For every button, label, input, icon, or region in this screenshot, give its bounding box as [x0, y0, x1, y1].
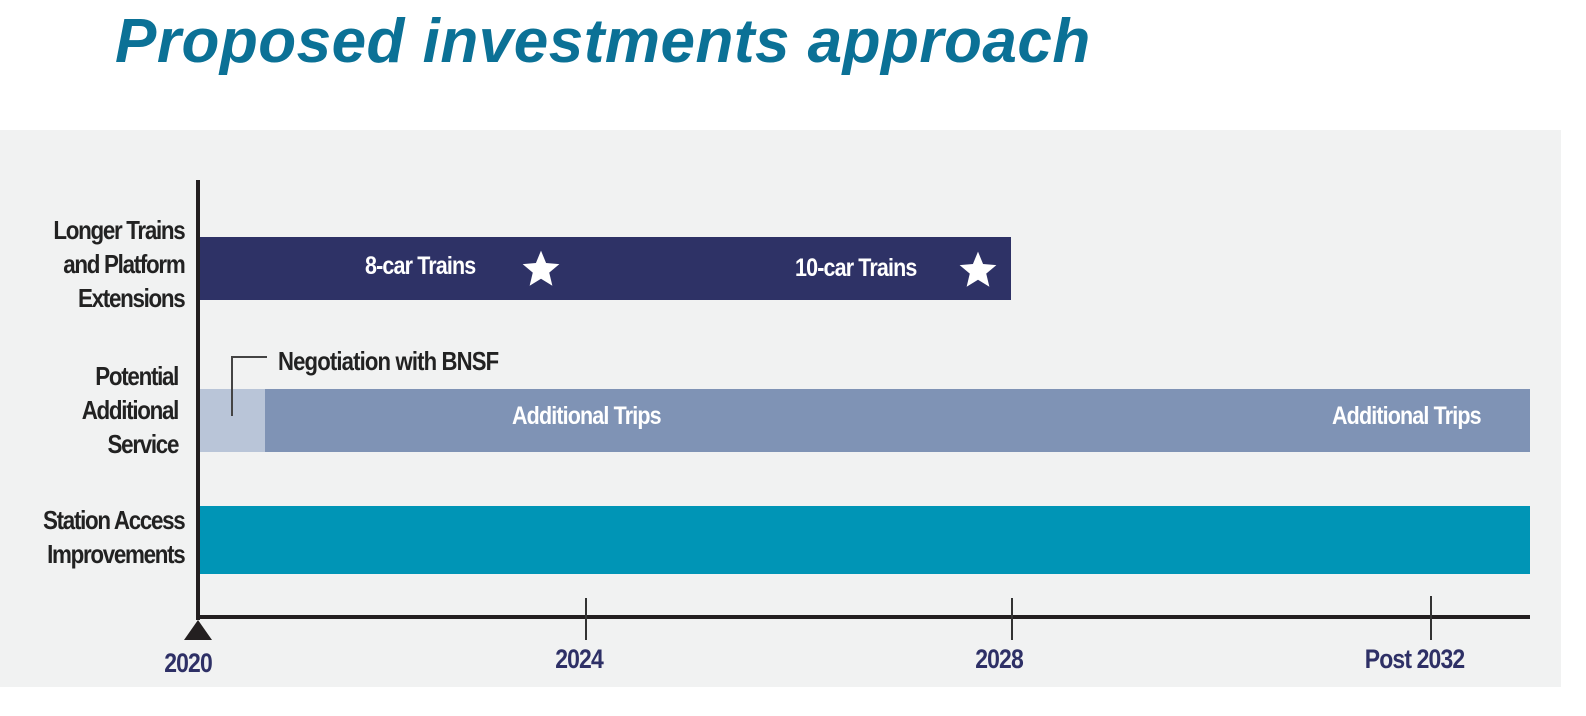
- tick-label-2028: 2028: [975, 644, 1024, 674]
- bar-label-additional-trips-2: Additional Trips: [1332, 402, 1482, 430]
- bar-label-additional-trips-1: Additional Trips: [512, 402, 662, 430]
- tick-2024: [585, 598, 587, 640]
- y-axis-line: [196, 180, 200, 620]
- annotation-negotiation: Negotiation with BNSF: [278, 346, 499, 376]
- tick-label-2020: 2020: [164, 648, 213, 678]
- x-axis-line: [196, 615, 1530, 619]
- bar-additional-service: [265, 389, 1530, 452]
- tick-2028: [1011, 598, 1013, 640]
- row-label-line: Longer Trains: [52, 215, 185, 245]
- tick-label-post-2032: Post 2032: [1364, 644, 1465, 674]
- row-label-line: Service: [107, 429, 179, 459]
- page-title: Proposed investments approach: [115, 7, 1091, 76]
- tick-post-2032: [1430, 596, 1432, 640]
- annotation-bracket: [231, 356, 267, 416]
- row-label-line: Potential: [95, 361, 179, 391]
- row-label-station-access: Station Access Improvements: [20, 503, 186, 571]
- bar-station-access: [200, 506, 1530, 574]
- row-label-additional-service: Potential Additional Service: [66, 359, 180, 461]
- row-label-line: Additional: [81, 395, 180, 425]
- bar-longer-trains: [200, 237, 1011, 300]
- star-icon: [959, 251, 997, 287]
- row-label-line: and Platform: [62, 249, 185, 279]
- row-label-line: Improvements: [46, 539, 186, 569]
- tick-label-2024: 2024: [555, 644, 604, 674]
- star-icon: [522, 250, 560, 286]
- start-marker-icon: [184, 620, 212, 640]
- milestone-label-8-car: 8-car Trains: [365, 252, 476, 280]
- milestone-label-10-car: 10-car Trains: [795, 254, 917, 282]
- row-label-longer-trains: Longer Trains and Platform Extensions: [32, 213, 186, 315]
- row-label-line: Extensions: [77, 283, 186, 313]
- row-label-line: Station Access: [42, 505, 186, 535]
